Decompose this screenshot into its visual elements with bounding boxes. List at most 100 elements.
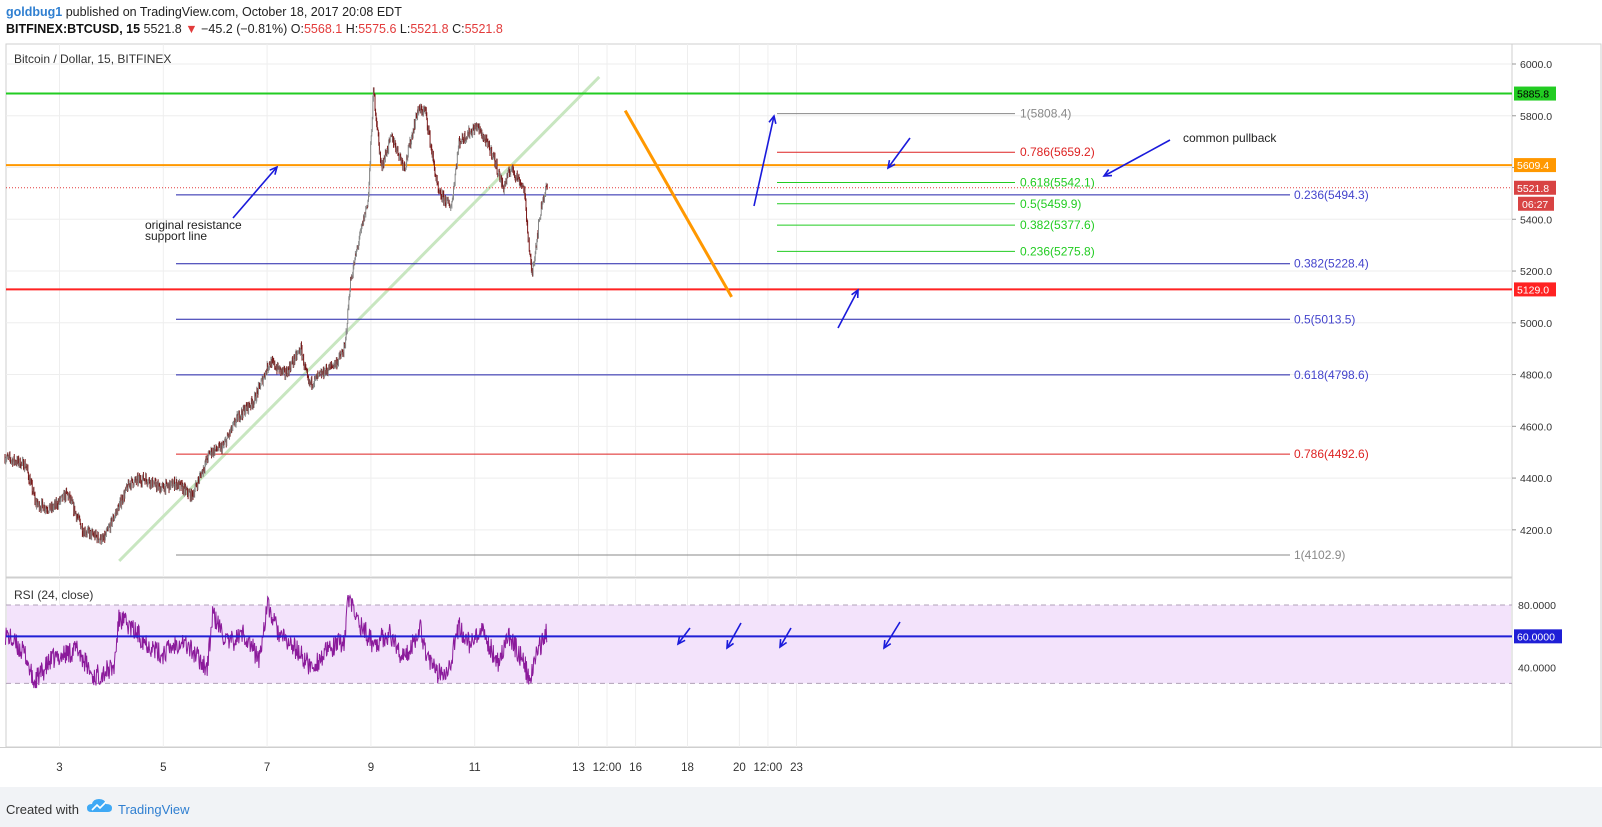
tradingview-brand-link[interactable]: TradingView [118, 802, 190, 817]
price-tick-label: 4400.0 [1520, 473, 1552, 485]
arrow-head [883, 639, 892, 650]
fib-level-label: 0.382(5228.4) [1294, 257, 1369, 271]
rsi-tick-label: 80.0000 [1518, 600, 1556, 612]
author-link[interactable]: goldbug1 [6, 5, 63, 19]
arrow-shaft [779, 627, 792, 648]
created-with-label: Created with [6, 802, 79, 817]
arrow-shaft [677, 627, 691, 645]
fib-small-level-label: 0.786(5659.2) [1020, 145, 1095, 159]
rsi-annotation-arrow-icon[interactable] [726, 622, 742, 650]
price-tag-label: 5885.8 [1517, 89, 1549, 101]
arrow-head [676, 635, 686, 646]
time-tick-label: 3 [56, 762, 62, 774]
fib-small-level-label: 0.618(5542.1) [1020, 176, 1095, 190]
annotation-text: original resistance [145, 218, 242, 232]
price-tag-label: 5129.0 [1517, 284, 1549, 296]
chart-canvas[interactable]: 3 5 7 9 11 13 12:00 16 18 20 12:00 23 4200.0 4400.0 46… [0, 42, 1602, 787]
price-tick-label: 5800.0 [1520, 111, 1552, 123]
rsi-level-tag-label: 60.0000 [1517, 631, 1555, 643]
time-tick-label: 9 [368, 762, 374, 774]
time-tick-label: 23 [790, 762, 803, 774]
price-tag [1514, 282, 1556, 297]
last-price: 5521.8 [143, 22, 182, 36]
fib-level-label: 0.786(4492.6) [1294, 447, 1369, 461]
publish-line: goldbug1 published on TradingView.com, O… [6, 5, 402, 19]
fib-level-label: 0.236(5494.3) [1294, 188, 1369, 202]
low-value: 5521.8 [410, 22, 449, 36]
tradingview-cloud-icon [87, 799, 112, 812]
price-tick-label: 5200.0 [1520, 266, 1552, 278]
high-label: H: [345, 22, 359, 36]
annotation-arrow-icon[interactable] [837, 288, 859, 329]
arrow-shaft [837, 289, 859, 329]
price-tag [1514, 158, 1556, 173]
arrow-head [779, 638, 788, 649]
descending-trendline[interactable] [623, 109, 733, 298]
open-label: O: [290, 22, 304, 36]
rsi-annotation-arrow-icon[interactable] [779, 627, 792, 649]
rsi-line[interactable] [4, 593, 548, 689]
open-value: 5568.1 [303, 22, 343, 36]
arrow-shaft [887, 137, 911, 169]
close-value: 5521.8 [464, 22, 503, 36]
fib-level-label: 1(4102.9) [1294, 548, 1345, 562]
arrow-head [726, 639, 735, 650]
main-pane[interactable] [5, 43, 1513, 578]
price-tag-label: 5609.4 [1517, 160, 1549, 172]
change-arrow-icon: ▼ [185, 22, 198, 36]
price-tick-label: 4800.0 [1520, 370, 1552, 382]
time-tick-label: 12:00 [593, 762, 622, 774]
time-tick-label: 5 [160, 762, 166, 774]
rsi-level-tag [1514, 629, 1562, 644]
time-tick-label: 13 [572, 762, 585, 774]
price-candles [4, 87, 548, 545]
price-tick-label: 6000.0 [1520, 59, 1552, 71]
annotation-arrow-icon[interactable] [886, 137, 911, 170]
price-tick-label: 4600.0 [1520, 421, 1552, 433]
fib-small-level-label: 0.5(5459.9) [1020, 197, 1081, 211]
arrow-shaft [1103, 139, 1171, 177]
annotation-arrow-icon[interactable] [1102, 139, 1171, 177]
published-info: published on TradingView.com, October 18… [65, 5, 402, 19]
fib-level-label: 0.618(4798.6) [1294, 368, 1369, 382]
last-price-tag [1514, 180, 1556, 195]
arrow-head [851, 288, 859, 299]
annotation-arrow-icon[interactable] [753, 114, 777, 207]
price-tag [1514, 86, 1556, 101]
price-tick-label: 5000.0 [1520, 318, 1552, 330]
fib-level-label: 0.5(5013.5) [1294, 312, 1355, 326]
annotation-arrow-icon[interactable] [232, 165, 279, 219]
countdown-label: 06:27 [1522, 199, 1548, 211]
arrow-head [886, 159, 896, 170]
arrow-shaft [232, 166, 278, 219]
annotation-text: common pullback [1183, 131, 1277, 145]
symbol-label: BITFINEX:BTCUSD, 15 [6, 22, 141, 36]
time-tick-label: 11 [469, 762, 481, 774]
footer: Created with TradingView [0, 787, 1602, 827]
rsi-annotation-arrow-icon[interactable] [883, 621, 901, 650]
arrow-shaft [753, 115, 775, 207]
change-value: −45.2 (−0.81%) [201, 22, 288, 36]
fib-small-level-label: 0.382(5377.6) [1020, 218, 1095, 232]
close-label: C: [452, 22, 465, 36]
arrow-head [768, 114, 777, 124]
time-tick-label: 12:00 [754, 762, 783, 774]
price-tick-label: 4200.0 [1520, 525, 1552, 537]
time-tick-label: 18 [681, 762, 694, 774]
chart-header: goldbug1 published on TradingView.com, O… [0, 0, 1602, 42]
arrow-shaft [883, 621, 901, 649]
arrow-shaft [726, 622, 742, 649]
rsi-annotation-arrow-icon[interactable] [676, 627, 691, 646]
arrow-head [269, 165, 279, 175]
high-value: 5575.6 [358, 22, 397, 36]
time-tick-label: 7 [264, 762, 270, 774]
last-price-tag-label: 5521.8 [1517, 183, 1549, 195]
arrow-head [1102, 169, 1113, 177]
rsi-title: RSI (24, close) [14, 588, 93, 602]
time-tick-label: 16 [629, 762, 642, 774]
annotation-text: support line [145, 229, 207, 243]
low-label: L: [399, 22, 411, 36]
price-tick-label: 5400.0 [1520, 214, 1552, 226]
rsi-tick-label: 40.0000 [1518, 663, 1556, 675]
ohlc-line: BITFINEX:BTCUSD, 15 5521.8 ▼ −45.2 (−0.8… [6, 22, 503, 36]
